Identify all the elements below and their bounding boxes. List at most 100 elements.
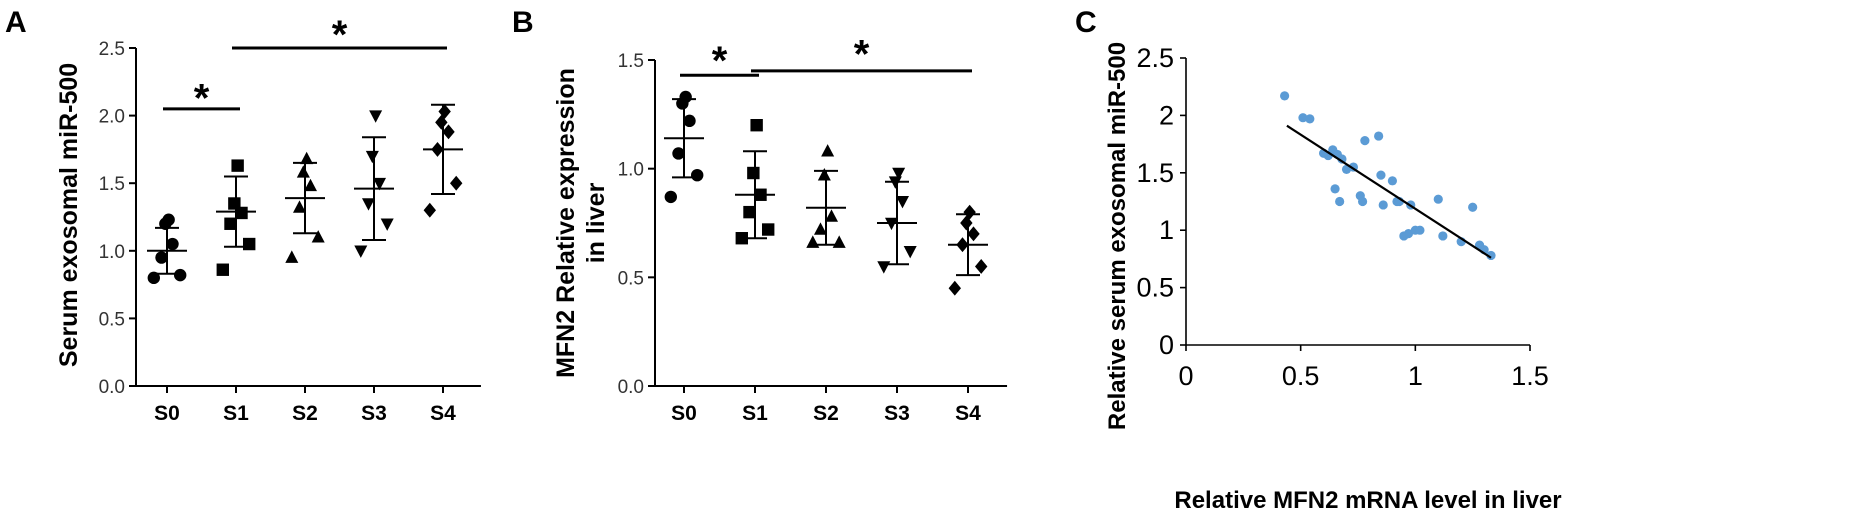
x-tick-label: 1.5 — [1511, 361, 1549, 391]
data-point — [672, 147, 685, 160]
x-tick-label: S3 — [361, 402, 387, 425]
data-point — [1378, 200, 1388, 210]
data-point — [1374, 131, 1384, 141]
y-tick-label: 2 — [1159, 100, 1174, 130]
x-tick-label: S0 — [671, 402, 697, 425]
x-tick-label: S2 — [813, 402, 839, 425]
data-point — [174, 268, 187, 282]
data-point — [691, 168, 704, 182]
data-point — [821, 144, 835, 157]
data-point — [817, 168, 831, 181]
y-tick-label: 2.0 — [99, 107, 125, 128]
data-point — [892, 167, 906, 181]
data-point — [155, 251, 168, 264]
data-point — [679, 90, 692, 104]
data-point — [1387, 176, 1397, 186]
data-point — [372, 177, 387, 191]
x-tick-label: 0.5 — [1282, 361, 1320, 391]
data-point — [1433, 194, 1443, 204]
x-axis-label-c: Relative MFN2 mRNA level in liver — [1174, 487, 1561, 512]
y-axis-label-b-line2: in liver — [582, 182, 610, 263]
y-tick-label: 1.5 — [99, 174, 125, 195]
y-axis-label-c: Relative serum exosomal miR-500 — [1104, 42, 1131, 430]
panel-b: B MFN2 Relative expression in liver 0.00… — [512, 6, 1008, 425]
data-point — [292, 200, 307, 213]
trendline — [1286, 124, 1492, 259]
y-tick-label: 0.5 — [618, 268, 644, 289]
data-point — [960, 215, 973, 231]
data-point — [1305, 114, 1315, 124]
data-point — [1468, 202, 1478, 212]
y-tick-label: 0.0 — [99, 377, 125, 398]
data-point — [1360, 136, 1370, 146]
data-point — [224, 217, 237, 230]
data-point — [369, 110, 383, 123]
data-point — [228, 197, 241, 210]
plot-area-b: 0.0 0.5 1.0 1.5 S0 S1 S2 S3 S4 * * — [618, 32, 1008, 425]
x-tick-label: S4 — [430, 402, 456, 425]
data-point — [895, 195, 910, 209]
data-point — [967, 226, 980, 242]
data-point — [948, 280, 961, 296]
data-point — [216, 263, 229, 276]
y-tick-label: 1.5 — [618, 51, 644, 72]
y-tick-label: 1.5 — [1136, 158, 1174, 188]
data-point — [664, 190, 677, 204]
data-point — [1330, 184, 1340, 194]
data-point — [235, 206, 248, 220]
y-tick-label: 1.0 — [99, 242, 125, 263]
data-point — [311, 230, 325, 243]
y-axis-label-b-line1: MFN2 Relative expression — [552, 68, 580, 378]
x-tick-label: S1 — [742, 402, 768, 425]
panel-label-b: B — [512, 6, 534, 39]
data-point — [296, 165, 310, 178]
data-point — [735, 232, 748, 245]
data-point — [750, 119, 763, 132]
data-point — [231, 159, 244, 172]
plot-area-c: 0 0.5 1 1.5 2 2.5 0 0.5 1 1.5 — [1136, 43, 1548, 391]
data-point — [1280, 91, 1290, 101]
y-tick-label: 0.5 — [1136, 273, 1174, 303]
plot-area-a: 0.0 0.5 1.0 1.5 2.0 2.5 S0 S1 S2 S3 S4 * * — [99, 13, 481, 425]
panel-a: A Serum exosomal miR-500 0.0 0.5 1.0 1.5 2.0… — [5, 6, 481, 425]
x-tick-label: 0 — [1178, 361, 1193, 391]
data-point — [1403, 229, 1414, 239]
data-point — [354, 245, 368, 258]
data-point — [1376, 170, 1386, 180]
y-tick-label: 0.5 — [99, 309, 125, 330]
x-tick-label: S3 — [884, 402, 910, 425]
data-point — [1486, 250, 1496, 261]
x-tick-label: S4 — [955, 402, 981, 425]
data-point — [300, 151, 314, 165]
significance-star: * — [332, 13, 348, 57]
data-point — [1415, 225, 1425, 235]
data-point — [162, 213, 175, 226]
data-point — [747, 166, 760, 180]
data-point — [762, 223, 775, 236]
data-point — [423, 202, 436, 218]
panel-label-a: A — [5, 6, 27, 39]
data-point — [813, 222, 828, 235]
data-point — [285, 250, 299, 263]
significance-star: * — [712, 39, 728, 83]
y-tick-label: 2.5 — [1136, 43, 1174, 73]
data-point — [683, 114, 696, 128]
significance-star: * — [854, 32, 870, 76]
data-point — [450, 175, 463, 191]
data-point — [824, 209, 839, 222]
y-tick-label: 1 — [1159, 215, 1174, 245]
x-tick-label: S1 — [223, 402, 249, 425]
data-point — [832, 235, 846, 248]
x-tick-label: 1 — [1408, 361, 1423, 391]
data-point — [442, 124, 455, 140]
data-point — [1298, 113, 1308, 123]
y-tick-label: 1.0 — [618, 160, 644, 181]
data-point — [975, 259, 988, 274]
data-point — [903, 245, 917, 259]
x-tick-label: S0 — [154, 402, 180, 425]
y-axis-label-a: Serum exosomal miR-500 — [55, 63, 83, 367]
panel-label-c: C — [1075, 6, 1097, 39]
x-tick-label: S2 — [292, 402, 318, 425]
data-point — [303, 178, 318, 192]
